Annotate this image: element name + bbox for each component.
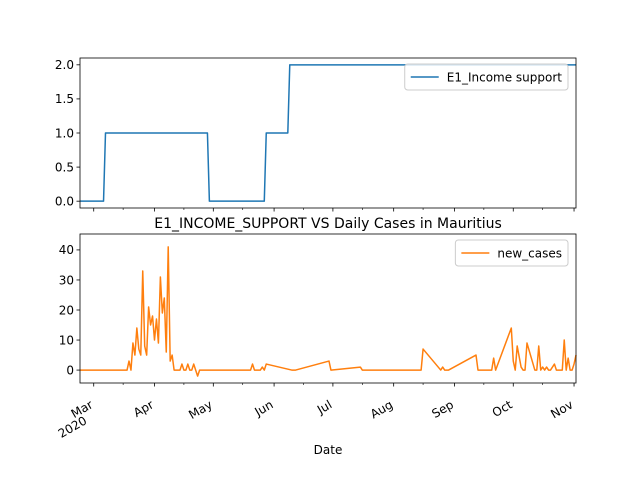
daily-cases-y-tick-label: 10 bbox=[59, 333, 74, 347]
daily-cases-y-tick-label: 20 bbox=[59, 303, 74, 317]
daily-cases-legend: new_cases bbox=[454, 239, 569, 267]
daily-cases-y-tick-label: 0 bbox=[66, 363, 74, 377]
income-support-y-tick-label: 1.0 bbox=[55, 126, 74, 140]
daily-cases-y-tick-label: 40 bbox=[59, 243, 74, 257]
daily-cases-legend-box bbox=[454, 239, 569, 267]
daily-cases-y-tick-label: 30 bbox=[59, 273, 74, 287]
daily-cases-legend-label: new_cases bbox=[497, 246, 562, 260]
x-tick-label: Jul bbox=[314, 397, 334, 417]
income-support-series-line bbox=[80, 64, 576, 202]
income-support-y-ticks: 0.0 0.5 1.0 1.5 2.0 bbox=[55, 58, 80, 208]
income-support-legend-box bbox=[404, 63, 569, 91]
income-support-y-tick-label: 0.0 bbox=[55, 194, 74, 208]
daily-cases-y-ticks: 0 10 20 30 40 bbox=[59, 243, 80, 377]
chart-title: E1_INCOME_SUPPORT VS Daily Cases in Maur… bbox=[154, 216, 502, 232]
income-support-y-tick-label: 2.0 bbox=[55, 58, 74, 72]
income-support-axes-frame bbox=[79, 57, 577, 209]
income-support-series-lines bbox=[80, 64, 576, 202]
daily-cases-series-lines bbox=[80, 246, 577, 377]
x-axis-label: Date bbox=[314, 443, 343, 457]
daily-cases-axes-frame bbox=[79, 233, 577, 384]
income-support-y-tick-label: 0.5 bbox=[55, 160, 74, 174]
income-support-y-tick-label: 1.5 bbox=[55, 92, 74, 106]
income-support-legend-label: E1_Income support bbox=[447, 70, 563, 84]
income-support-legend: E1_Income support bbox=[404, 63, 569, 91]
daily-cases-series-line bbox=[80, 246, 577, 377]
income-support-panel: 0.0 0.5 1.0 1.5 2.0 E1_Income support bbox=[55, 57, 577, 212]
